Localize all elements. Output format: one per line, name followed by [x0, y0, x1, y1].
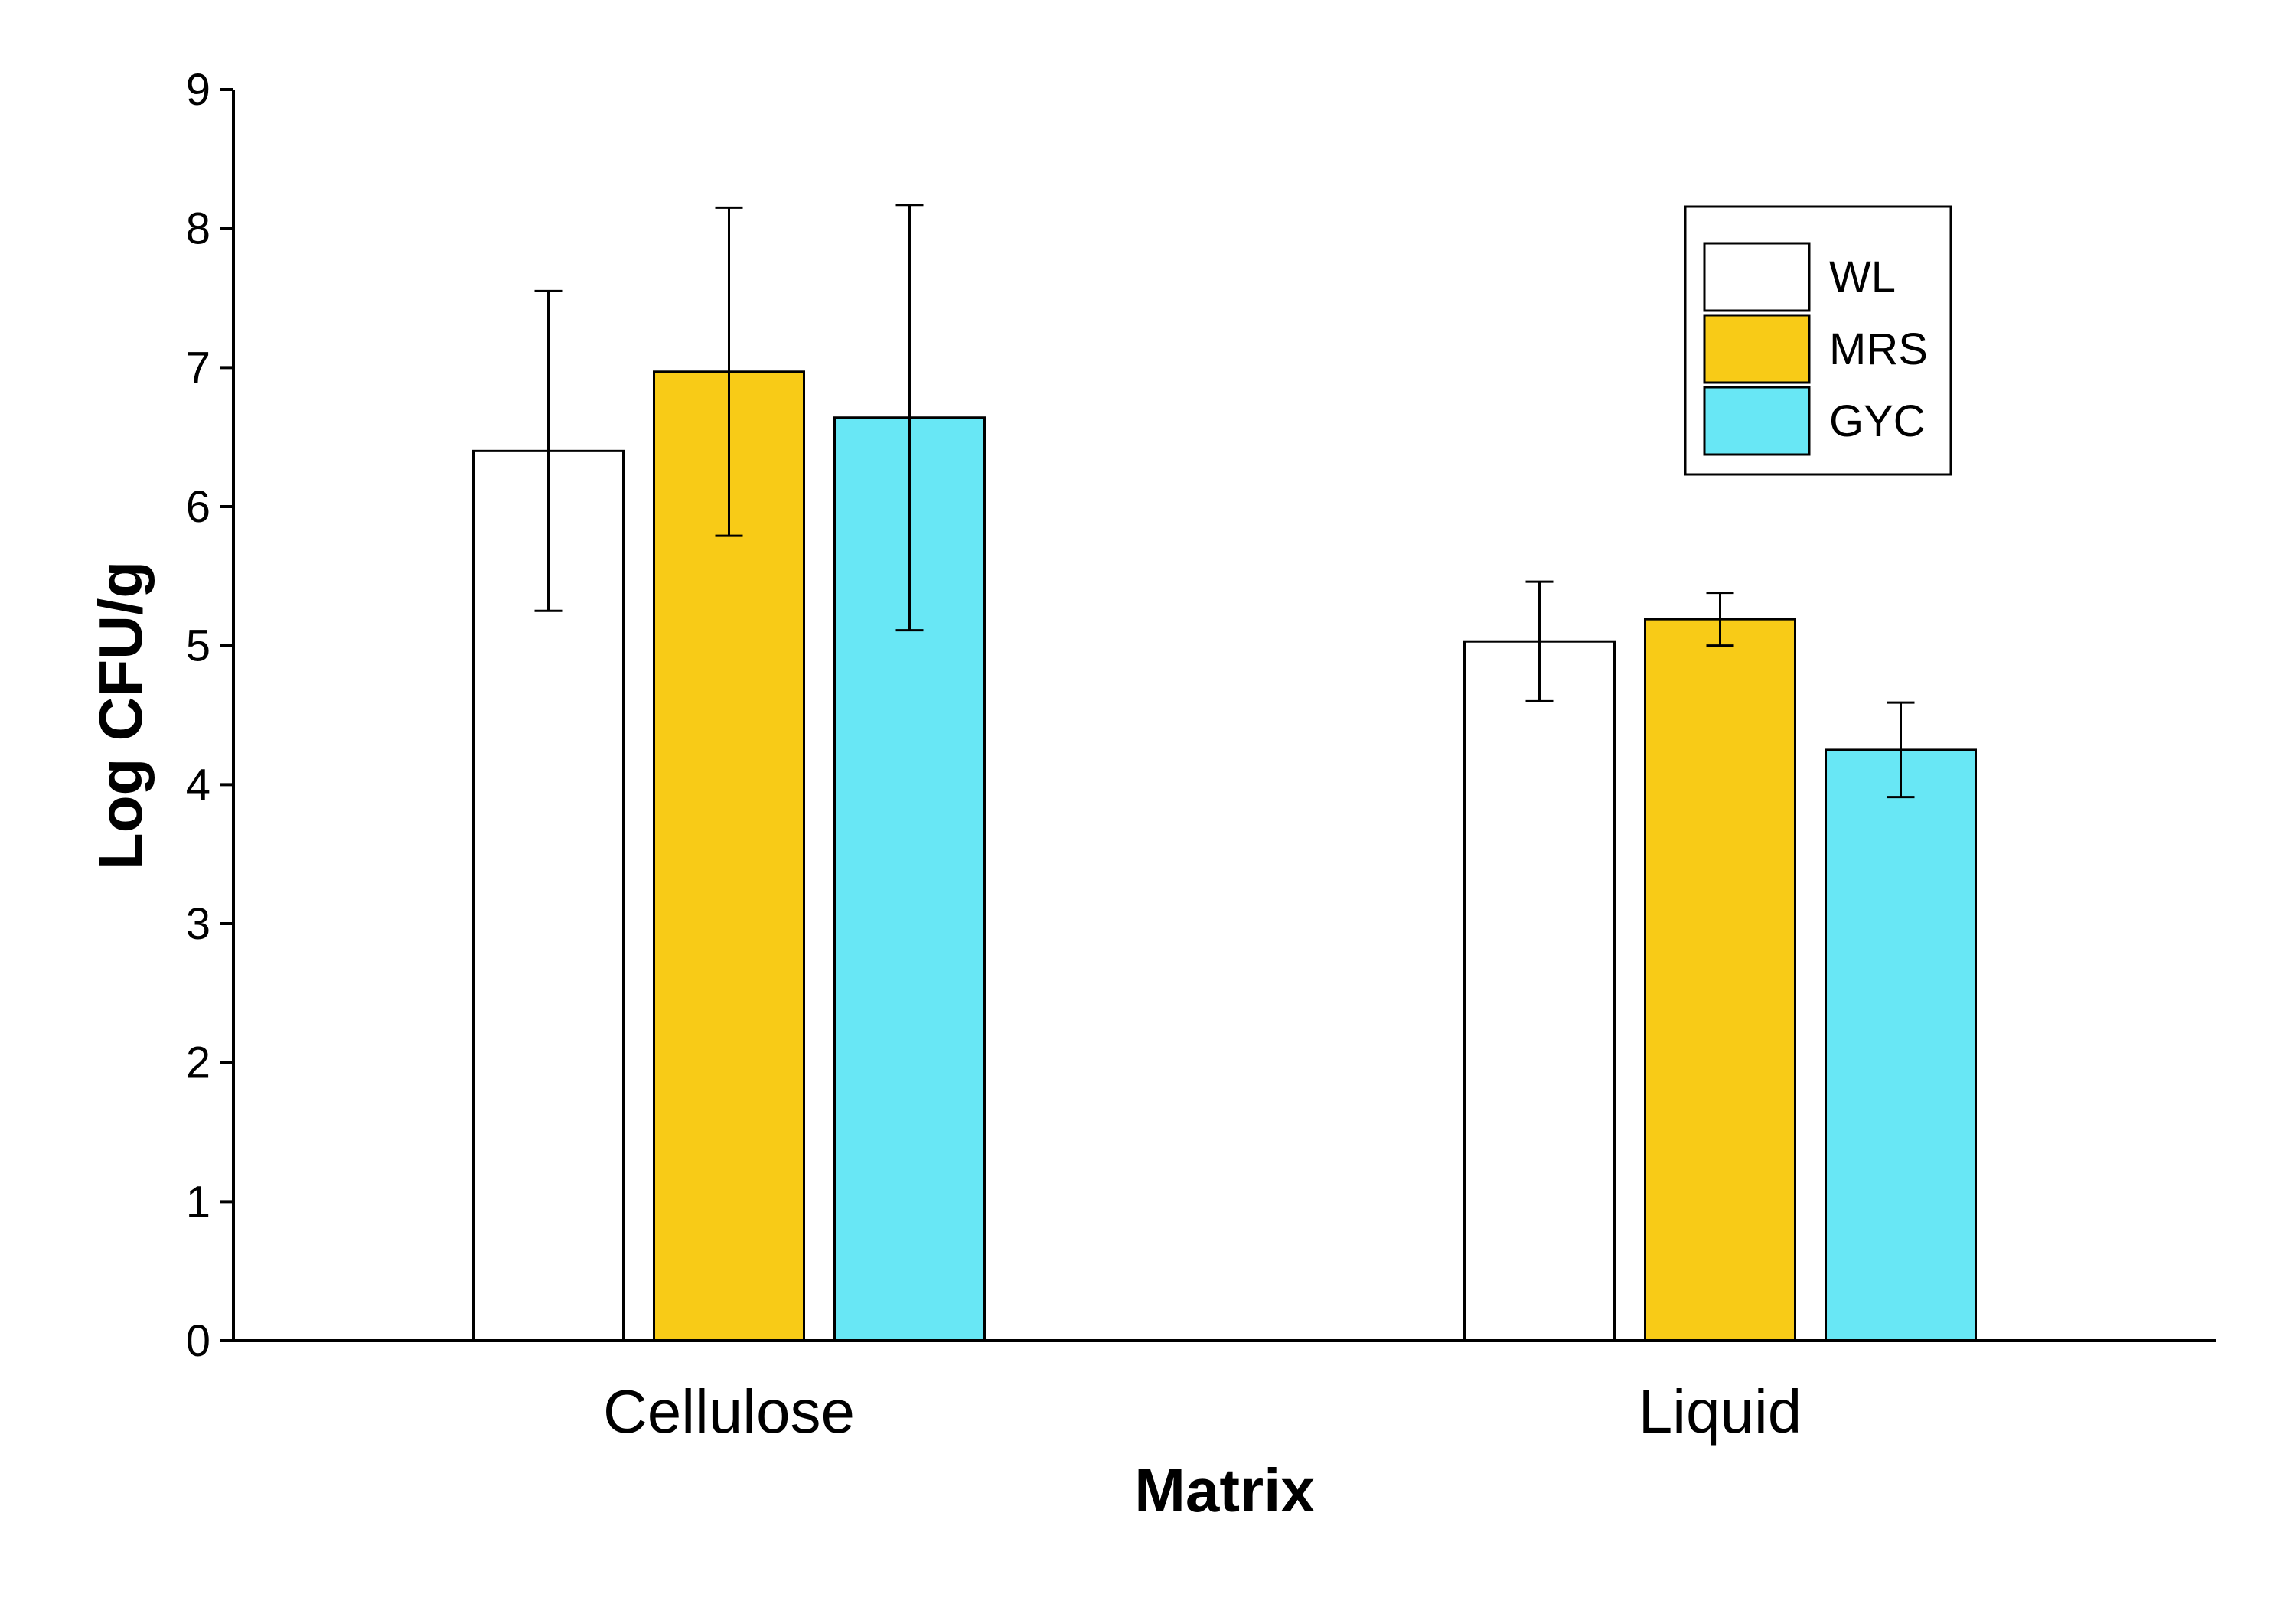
y-tick-label-0: 0: [186, 1316, 210, 1366]
legend-label-wl: WL: [1829, 253, 1896, 302]
x-tick-label-cellulose: Cellulose: [603, 1377, 855, 1446]
legend-swatch-mrs: [1703, 314, 1811, 384]
axes-layer: [232, 90, 2216, 1342]
y-tick-label-2: 2: [186, 1038, 210, 1088]
bar-mrs-liquid: [1644, 618, 1796, 1342]
bars-layer: [472, 370, 1977, 1342]
legend-swatch-gyc: [1703, 386, 1811, 456]
y-tick-label-5: 5: [186, 621, 210, 671]
y-tick-label-7: 7: [186, 343, 210, 393]
x-category-labels: Cellulose Liquid: [603, 1377, 1802, 1446]
bar-gyc-liquid: [1825, 748, 1977, 1342]
y-tick-label-1: 1: [186, 1177, 210, 1227]
y-tick-label-9: 9: [186, 65, 210, 115]
legend-label-gyc: GYC: [1829, 396, 1926, 446]
y-tick-label-6: 6: [186, 482, 210, 532]
legend-label-mrs: MRS: [1829, 324, 1928, 374]
y-tick-label-4: 4: [186, 760, 210, 810]
error-bars-layer: [534, 204, 1915, 799]
y-tick-label-3: 3: [186, 899, 210, 949]
y-axis-title: Log CFU/g: [86, 561, 155, 870]
x-tick-label-liquid: Liquid: [1639, 1377, 1802, 1446]
x-axis-title: Matrix: [1134, 1456, 1315, 1524]
y-ticks-layer: 0 1 2 3 4 5 6 7 8 9: [186, 65, 233, 1366]
legend-swatch-wl: [1703, 242, 1811, 312]
legend: WL MRS GYC: [1684, 205, 1952, 476]
y-tick-label-8: 8: [186, 204, 210, 254]
bar-wl-liquid: [1463, 640, 1616, 1342]
